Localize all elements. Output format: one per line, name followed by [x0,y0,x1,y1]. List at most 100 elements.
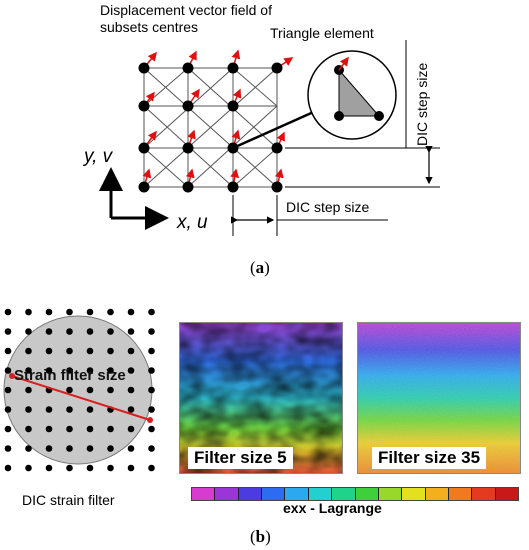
displacement-arrow [338,56,349,71]
dic-subset-dot [86,406,94,413]
dic-subset-dot [127,367,135,374]
dic-subset-dot [86,386,94,394]
dic-subset-dot [4,386,12,394]
dic-subset-dot [148,425,155,433]
dic-subset-dot [148,347,155,355]
part-a-close-paren: ) [264,258,270,277]
dic-subset-dot [148,464,155,472]
x-axis-label: x, u [177,212,208,233]
triangle-node [374,111,384,121]
subset-centre-node [227,100,239,112]
dic-subset-dot [25,367,32,374]
dic-subset-dot [4,328,12,335]
dic-subset-dot [107,367,114,374]
dic-subset-dot [66,386,73,394]
dic-subset-dot [127,386,135,394]
dic-subset-dot [4,308,12,316]
dic-subset-dot [25,464,32,472]
part-a-caption: (a) [250,258,270,278]
diameter-endpoint [9,373,15,379]
dic-subset-dot [148,406,155,413]
dic-subset-dot [86,464,94,472]
dic-subset-dot [127,445,135,452]
dic-subset-dot [4,367,12,374]
dic-subset-dot [148,308,155,316]
strain-filter-diagram [3,308,155,472]
dic-subset-dot [45,406,53,413]
dic-subset-dot [107,386,114,394]
dic-subset-dot [86,328,94,335]
filter-35-caption: Filter size 35 [372,447,487,469]
subset-centre-node [182,100,194,112]
dic-subset-dot [25,386,32,394]
dic-subset-dot [107,328,114,335]
dic-subset-dot [45,308,53,316]
dic-subset-dot [107,445,114,452]
dic-subset-dot [4,406,12,413]
strain-filter-size-label: Strain filter size [14,367,126,384]
dic-subset-dot [107,308,114,316]
coordinate-axes [99,167,169,230]
vector-field-title-line2: subsets centres [100,19,199,35]
dic-subset-dot [107,425,114,433]
dic-subset-dot [4,347,12,355]
subset-centre-node [138,181,150,193]
subset-centres [138,62,283,193]
step-size-vertical-label: DIC step size [414,62,430,146]
subset-centre-node [182,181,194,193]
dic-subset-dot [66,347,73,355]
dic-subset-dot [86,425,94,433]
dic-subset-dot [86,347,94,355]
dic-subset-dot [45,464,53,472]
colorbar-segment [285,488,309,500]
dic-subset-dot [66,464,73,472]
dic-subset-dot [148,367,155,374]
triangle-element-label: Triangle element [270,25,374,41]
colorbar-segment [425,488,449,500]
dic-subset-dot [25,406,32,413]
triangle-element-shape [338,68,381,117]
dic-subset-dot [86,308,94,316]
subset-centre-node [271,181,283,193]
triangle-node [334,111,344,121]
dic-subset-dot [45,425,53,433]
dic-subset-dot [25,308,32,316]
colorbar-segment [495,488,519,500]
dic-subset-dot [86,445,94,452]
dic-subset-dot [127,406,135,413]
dic-subset-dot [45,328,53,335]
dic-subset-dot [127,425,135,433]
colorbar-segment [308,488,333,500]
grid-diag-line [232,67,278,107]
dic-subset-dot [4,464,12,472]
dic-subset-dot [25,328,32,335]
grid-lines [143,67,278,188]
part-b-close-paren: ) [265,527,271,546]
dic-subset-dot [25,347,32,355]
grid-diag-line [143,147,189,188]
dic-subset-dot [107,464,114,472]
diameter-endpoint [147,417,153,423]
dic-subset-dot [127,464,135,472]
subset-centre-node [271,142,283,154]
dic-subset-dot [66,445,73,452]
part-b-letter: b [255,527,266,546]
step-size-horizontal-label: DIC step size [286,199,370,215]
subset-centre-node [138,142,150,154]
triangle-element-zoom [307,50,397,140]
colorbar-segment [192,488,216,500]
dic-subset-dot [45,445,53,452]
dic-subset-dot [45,367,53,374]
step-size-dimensions [231,40,440,236]
colorbar-segment [448,488,473,500]
filter-diameter-line [11,375,151,421]
part-b-caption: (b) [250,527,271,547]
dic-subset-dot [4,425,12,433]
part-b-open-paren: ( [250,527,256,546]
dic-subset-dot [127,308,135,316]
grid-diag-line [143,67,278,188]
vector-field-title: Displacement vector field of subsets cen… [100,2,272,36]
dic-strain-filter-label: DIC strain filter [22,492,115,508]
dot-grid [4,308,155,472]
dic-subset-dot [148,445,155,452]
